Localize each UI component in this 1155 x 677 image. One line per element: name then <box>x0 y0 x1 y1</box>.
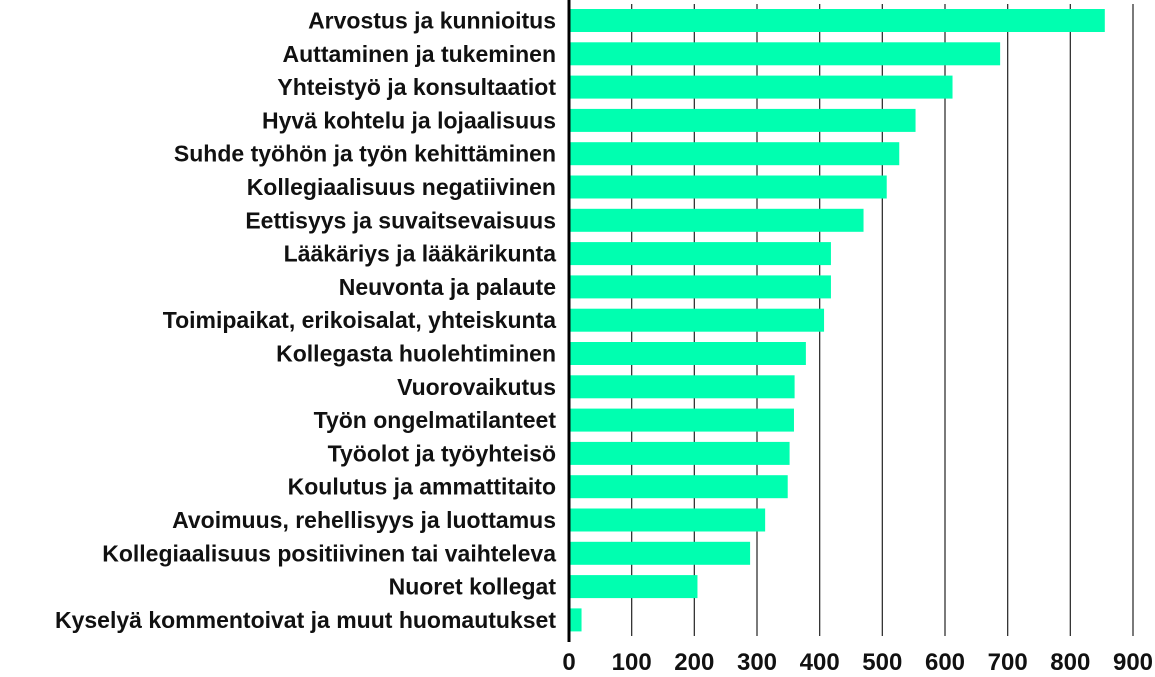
category-label: Työolot ja työyhteisö <box>328 440 556 466</box>
bar <box>569 508 766 532</box>
bar <box>569 9 1105 32</box>
bar <box>569 208 864 232</box>
category-label: Kollegiaalisuus negatiivinen <box>247 174 556 200</box>
category-label: Työn ongelmatilanteet <box>314 407 557 433</box>
category-label: Vuorovaikutus <box>397 374 556 400</box>
category-labels: Arvostus ja kunnioitus Auttaminen ja tuke… <box>55 8 556 633</box>
category-label: Avoimuus, rehellisyys ja luottamus <box>172 507 556 533</box>
category-label: Hyvä kohtelu ja lojaalisuus <box>262 107 556 133</box>
bar <box>569 142 900 166</box>
bar <box>569 575 698 599</box>
x-tick-label: 0 <box>562 649 575 676</box>
bar <box>569 242 831 266</box>
category-label: Nuoret kollegat <box>389 574 557 600</box>
category-label: Kollegiaalisuus positiivinen tai vaihtel… <box>102 540 556 566</box>
bar <box>569 42 1001 66</box>
x-tick-label: 500 <box>862 649 902 676</box>
x-tick-label: 800 <box>1050 649 1090 676</box>
x-tick-label: 900 <box>1113 649 1153 676</box>
bar <box>569 342 806 365</box>
bar <box>569 375 795 399</box>
x-tick-label: 100 <box>612 649 652 676</box>
bar <box>569 475 788 499</box>
category-label: Yhteistyö ja konsultaatiot <box>277 74 556 100</box>
bar <box>569 75 953 99</box>
x-tick-label: 400 <box>800 649 840 676</box>
bar <box>569 308 825 332</box>
category-label: Suhde työhön ja työn kehittäminen <box>174 141 556 167</box>
bars <box>569 9 1105 632</box>
category-label: Kyselyä kommentoivat ja muut huomautukse… <box>55 607 556 633</box>
x-tick-label: 200 <box>674 649 714 676</box>
bar <box>569 275 831 299</box>
bar <box>569 441 790 465</box>
bar <box>569 608 582 632</box>
bar <box>569 541 751 565</box>
category-label: Kollegasta huolehtiminen <box>276 341 556 367</box>
bar <box>569 108 916 132</box>
x-tick-label: 700 <box>988 649 1028 676</box>
category-label: Koulutus ja ammattitaito <box>288 474 556 500</box>
category-label: Arvostus ja kunnioitus <box>308 8 556 34</box>
x-tick-label: 600 <box>925 649 965 676</box>
category-label: Lääkäriys ja lääkärikunta <box>284 241 557 267</box>
bar <box>569 408 794 432</box>
category-label: Toimipaikat, erikoisalat, yhteiskunta <box>163 307 556 333</box>
category-label: Auttaminen ja tukeminen <box>283 41 556 67</box>
bar <box>569 175 887 199</box>
x-tick-labels: 0 100 200 300 400 500 600 700 800 900 <box>562 649 1153 676</box>
x-tick-label: 300 <box>737 649 777 676</box>
category-label: Eettisyys ja suvaitsevaisuus <box>245 207 556 233</box>
category-label: Neuvonta ja palaute <box>339 274 556 300</box>
